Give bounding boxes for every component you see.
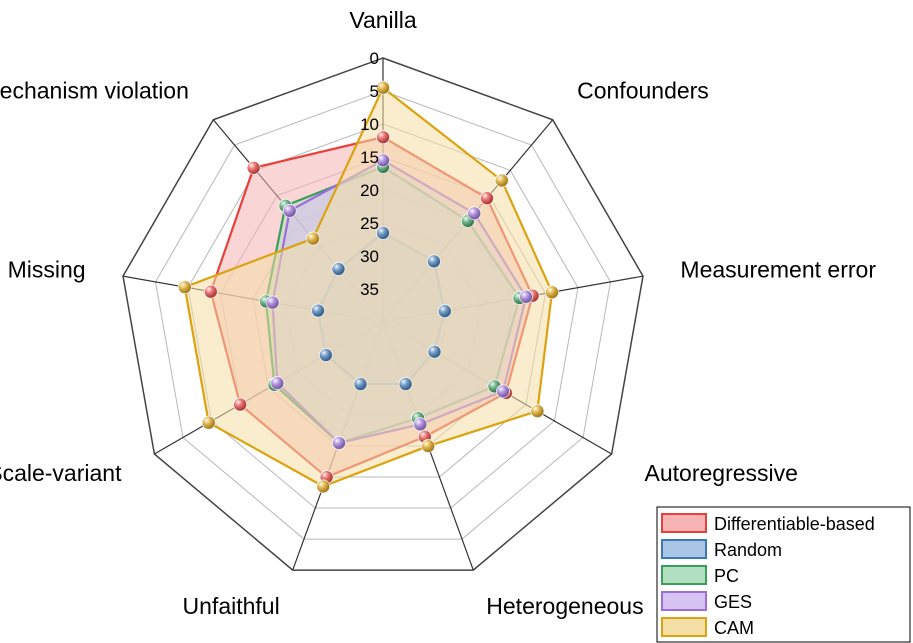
legend-swatch (661, 617, 707, 637)
series-point-shine (376, 81, 390, 95)
series-point-shine (202, 416, 216, 430)
series-point-shine (427, 345, 441, 359)
axis-label: Measurement error (680, 257, 876, 283)
series-point-shine (495, 173, 509, 187)
series-point-shine (204, 285, 218, 299)
tick-label: 0 (370, 49, 379, 68)
series-point-shine (427, 254, 441, 268)
series-point-shine (421, 439, 435, 453)
axis-label: Confounders (577, 78, 709, 104)
tick-label: 25 (360, 214, 379, 233)
legend-swatch (661, 591, 707, 611)
series-point-shine (270, 376, 284, 390)
series-point-shine (316, 479, 330, 493)
legend-label: Random (714, 540, 782, 560)
grid-ring-5 (154, 90, 612, 540)
series-point-shine (266, 296, 280, 310)
grid-ring-10 (187, 123, 579, 509)
series-point-shine (233, 398, 247, 411)
axis-label: Unfaithful (183, 593, 280, 619)
axis-label: Scale-variant (0, 460, 122, 486)
tick-label: 15 (360, 148, 379, 167)
series-point-shine (376, 226, 390, 240)
legend-label: CAM (714, 618, 754, 638)
series-point-shine (519, 290, 533, 304)
series-point-shine (376, 130, 390, 144)
series-point-shine (306, 232, 320, 246)
series-point-shine (438, 304, 452, 318)
series-point-shine (480, 191, 494, 205)
outer-frame (122, 57, 644, 571)
series-point-shine (331, 262, 345, 276)
axis-label: Vanilla (349, 7, 417, 33)
tick-label: 30 (360, 247, 379, 266)
legend-label: PC (714, 566, 739, 586)
series-point-shine (311, 304, 325, 318)
tick-label: 35 (360, 280, 379, 299)
series-point-shine (319, 348, 333, 362)
series-point-shine (178, 280, 192, 294)
series-point-shine (332, 436, 346, 450)
series-point-shine (467, 206, 481, 220)
legend-swatch (661, 513, 707, 533)
tick-label: 5 (370, 82, 379, 101)
legend-swatch (661, 565, 707, 585)
legend-swatch (661, 539, 707, 559)
series-point-shine (353, 377, 367, 391)
series-point-shine (413, 417, 427, 431)
series-point-shine (530, 404, 544, 418)
legend-label: GES (714, 592, 752, 612)
series-point-shine (399, 377, 413, 391)
series-point-shine (545, 285, 559, 299)
legend: Differentiable-based Random PC GES CAM (656, 506, 911, 643)
radar-series (177, 80, 559, 494)
tick-label: 10 (360, 115, 379, 134)
series-point-shine (376, 153, 390, 167)
axis-label: Heterogeneous (486, 593, 643, 619)
radial-tick-labels: 0 5 10 15 20 25 30 35 (360, 49, 379, 299)
axis-label: Autoregressive (645, 460, 798, 486)
axis-label: Missing (8, 257, 86, 283)
series-point-shine (247, 161, 261, 175)
axis-labels: Vanilla Confounders Measurement error Autor… (0, 7, 876, 619)
legend-label: Differentiable-based (714, 514, 875, 534)
series-point-shine (496, 384, 510, 398)
axis-label: Mechanism violation (0, 78, 189, 104)
tick-label: 20 (360, 181, 379, 200)
series-point-shine (283, 204, 297, 218)
